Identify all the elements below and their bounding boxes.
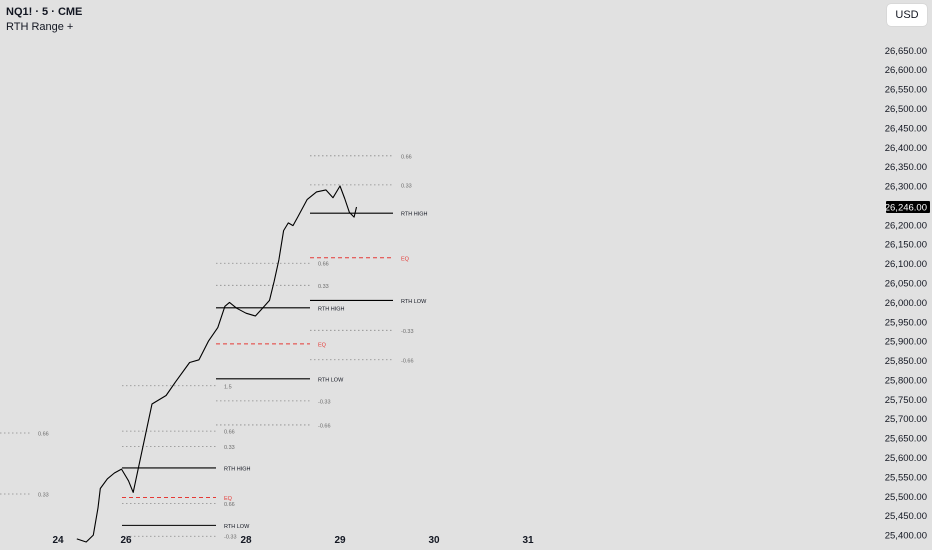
symbol-title[interactable]: NQ1! · 5 · CME bbox=[6, 6, 83, 18]
time-axis[interactable]: 24 26 28 29 30 31 bbox=[52, 535, 534, 546]
level-label: RTH LOW bbox=[318, 377, 344, 383]
level-label: -0.33 bbox=[224, 535, 237, 541]
level-label: 0.66 bbox=[224, 502, 235, 508]
price-tick-label: 25,550.00 bbox=[885, 472, 927, 483]
level-label: 0.66 bbox=[224, 430, 235, 436]
price-tick-label: 26,650.00 bbox=[885, 46, 927, 57]
price-tick-label: 26,200.00 bbox=[885, 220, 927, 231]
price-tick-label: 26,600.00 bbox=[885, 65, 927, 76]
level-label: -0.66 bbox=[401, 358, 414, 364]
current-price-label: 26,246.00 bbox=[885, 202, 927, 213]
level-label: -0.33 bbox=[318, 399, 331, 405]
price-tick-label: 26,450.00 bbox=[885, 123, 927, 134]
price-tick-label: 25,400.00 bbox=[885, 531, 927, 542]
price-tick-label: 26,050.00 bbox=[885, 278, 927, 289]
level-label: EQ bbox=[401, 256, 410, 262]
price-tick-label: 25,650.00 bbox=[885, 434, 927, 445]
level-label: 0.33 bbox=[38, 493, 49, 499]
price-axis[interactable]: 26,650.00 26,600.00 26,550.00 26,500.00 26,4… bbox=[885, 46, 930, 542]
price-tick-label: 25,500.00 bbox=[885, 492, 927, 503]
current-price-badge bbox=[886, 200, 930, 213]
price-tick-label: 25,450.00 bbox=[885, 511, 927, 522]
level-label: 0.33 bbox=[318, 284, 329, 290]
price-tick-label: 25,800.00 bbox=[885, 375, 927, 386]
level-label: 0.66 bbox=[318, 262, 329, 268]
level-label: -0.33 bbox=[401, 329, 414, 335]
price-tick-label: 26,000.00 bbox=[885, 298, 927, 309]
time-tick-label: 31 bbox=[522, 535, 534, 546]
price-tick-label: 25,700.00 bbox=[885, 414, 927, 425]
level-label: EQ bbox=[318, 342, 327, 348]
price-tick-label: 26,350.00 bbox=[885, 162, 927, 173]
time-tick-label: 28 bbox=[240, 535, 252, 546]
price-tick-label: 25,900.00 bbox=[885, 337, 927, 348]
price-tick-label: 26,100.00 bbox=[885, 259, 927, 270]
level-label: 0.66 bbox=[38, 432, 49, 438]
level-label: -0.66 bbox=[318, 423, 331, 429]
time-tick-label: 26 bbox=[120, 535, 132, 546]
level-label: 0.66 bbox=[401, 154, 412, 160]
price-tick-label: 26,500.00 bbox=[885, 104, 927, 115]
time-tick-label: 30 bbox=[428, 535, 440, 546]
level-label: 1.5 bbox=[224, 384, 232, 390]
level-label: 0.33 bbox=[224, 445, 235, 451]
price-tick-label: 26,400.00 bbox=[885, 143, 927, 154]
price-series bbox=[76, 185, 358, 543]
price-tick-label: 26,300.00 bbox=[885, 182, 927, 193]
price-tick-label: 26,550.00 bbox=[885, 85, 927, 96]
time-tick-label: 24 bbox=[52, 535, 64, 546]
level-label: RTH HIGH bbox=[224, 466, 251, 472]
level-label: 0.33 bbox=[401, 183, 412, 189]
indicator-name[interactable]: RTH Range + bbox=[6, 21, 74, 33]
level-label: RTH LOW bbox=[224, 524, 250, 530]
price-tick-label: 25,850.00 bbox=[885, 356, 927, 367]
price-tick-label: 26,150.00 bbox=[885, 240, 927, 251]
time-tick-label: 29 bbox=[334, 535, 346, 546]
level-label: RTH HIGH bbox=[318, 306, 345, 312]
level-label: RTH HIGH bbox=[401, 212, 428, 218]
price-tick-label: 25,750.00 bbox=[885, 395, 927, 406]
price-tick-label: 25,950.00 bbox=[885, 317, 927, 328]
level-label: RTH LOW bbox=[401, 299, 427, 305]
price-line bbox=[76, 185, 358, 543]
price-tick-label: 25,600.00 bbox=[885, 453, 927, 464]
currency-button[interactable]: USD bbox=[887, 4, 927, 26]
level-label: EQ bbox=[224, 496, 233, 502]
